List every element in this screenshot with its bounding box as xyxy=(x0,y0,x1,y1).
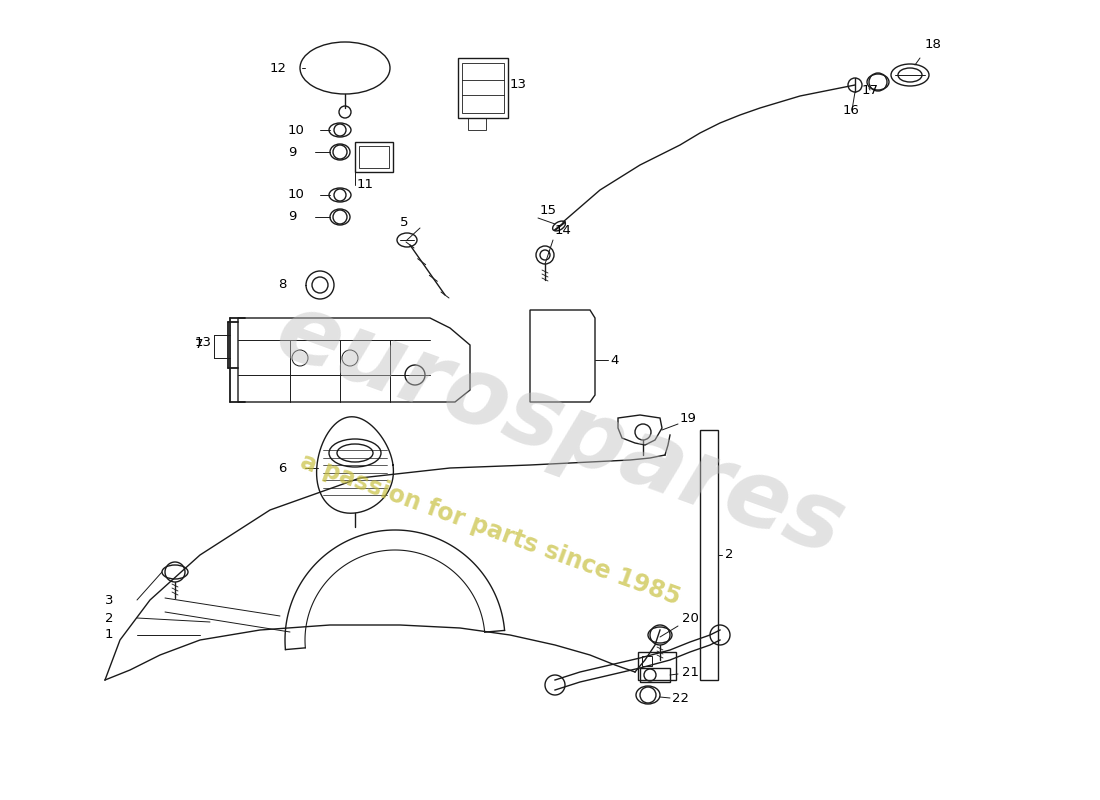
Text: 8: 8 xyxy=(278,278,286,291)
Text: 9: 9 xyxy=(288,210,296,223)
Text: 11: 11 xyxy=(358,178,374,191)
Text: 9: 9 xyxy=(288,146,296,158)
Text: 10: 10 xyxy=(288,123,305,137)
Bar xyxy=(359,146,389,168)
Text: 3: 3 xyxy=(104,594,113,606)
Text: 13: 13 xyxy=(510,78,527,91)
Text: 12: 12 xyxy=(270,62,287,74)
Text: 20: 20 xyxy=(682,611,698,625)
Bar xyxy=(458,58,508,118)
Bar xyxy=(640,668,670,682)
Text: 13: 13 xyxy=(195,335,212,349)
Bar xyxy=(468,118,486,130)
Bar xyxy=(462,63,504,113)
Text: 2: 2 xyxy=(725,549,734,562)
Text: 5: 5 xyxy=(400,215,408,229)
Text: 16: 16 xyxy=(843,103,860,117)
Text: 15: 15 xyxy=(540,203,557,217)
Text: 1: 1 xyxy=(104,629,113,642)
Text: 22: 22 xyxy=(672,691,689,705)
Text: 21: 21 xyxy=(682,666,698,679)
Text: 10: 10 xyxy=(288,189,305,202)
Bar xyxy=(700,430,718,680)
Bar xyxy=(355,142,393,172)
Text: 4: 4 xyxy=(610,354,618,366)
Text: a passion for parts since 1985: a passion for parts since 1985 xyxy=(297,450,683,610)
Text: 7: 7 xyxy=(195,338,204,351)
Text: 2: 2 xyxy=(104,611,113,625)
Bar xyxy=(642,656,652,666)
Text: 18: 18 xyxy=(925,38,942,51)
Bar xyxy=(638,652,676,680)
Text: eurospares: eurospares xyxy=(264,285,857,575)
Text: 6: 6 xyxy=(278,462,286,474)
Text: 19: 19 xyxy=(680,411,697,425)
Text: 17: 17 xyxy=(862,83,879,97)
Text: 14: 14 xyxy=(556,223,572,237)
